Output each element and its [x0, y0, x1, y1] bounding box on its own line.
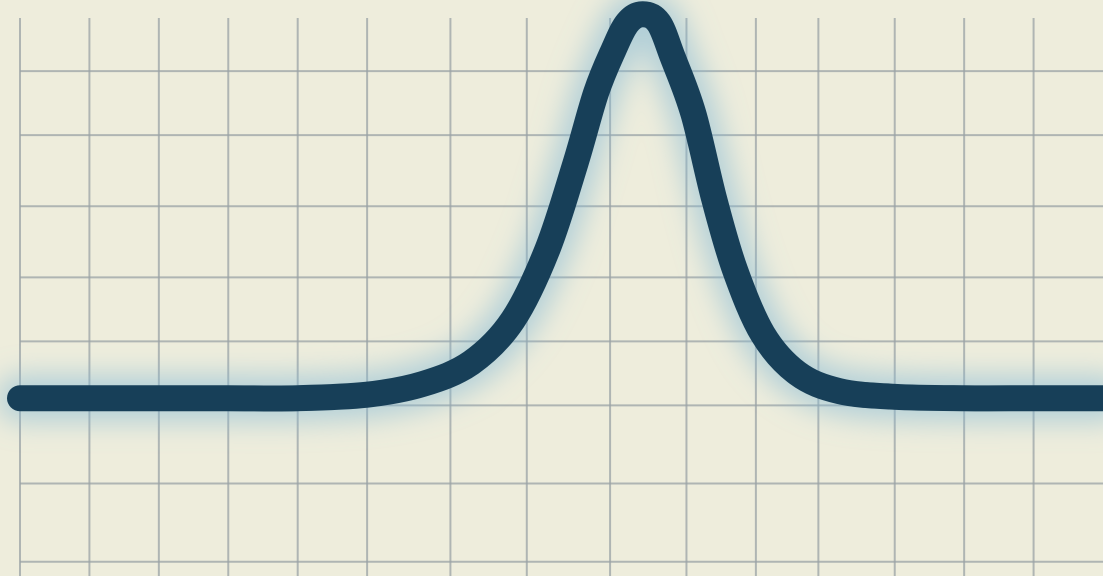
series-line [7, 1, 1103, 412]
